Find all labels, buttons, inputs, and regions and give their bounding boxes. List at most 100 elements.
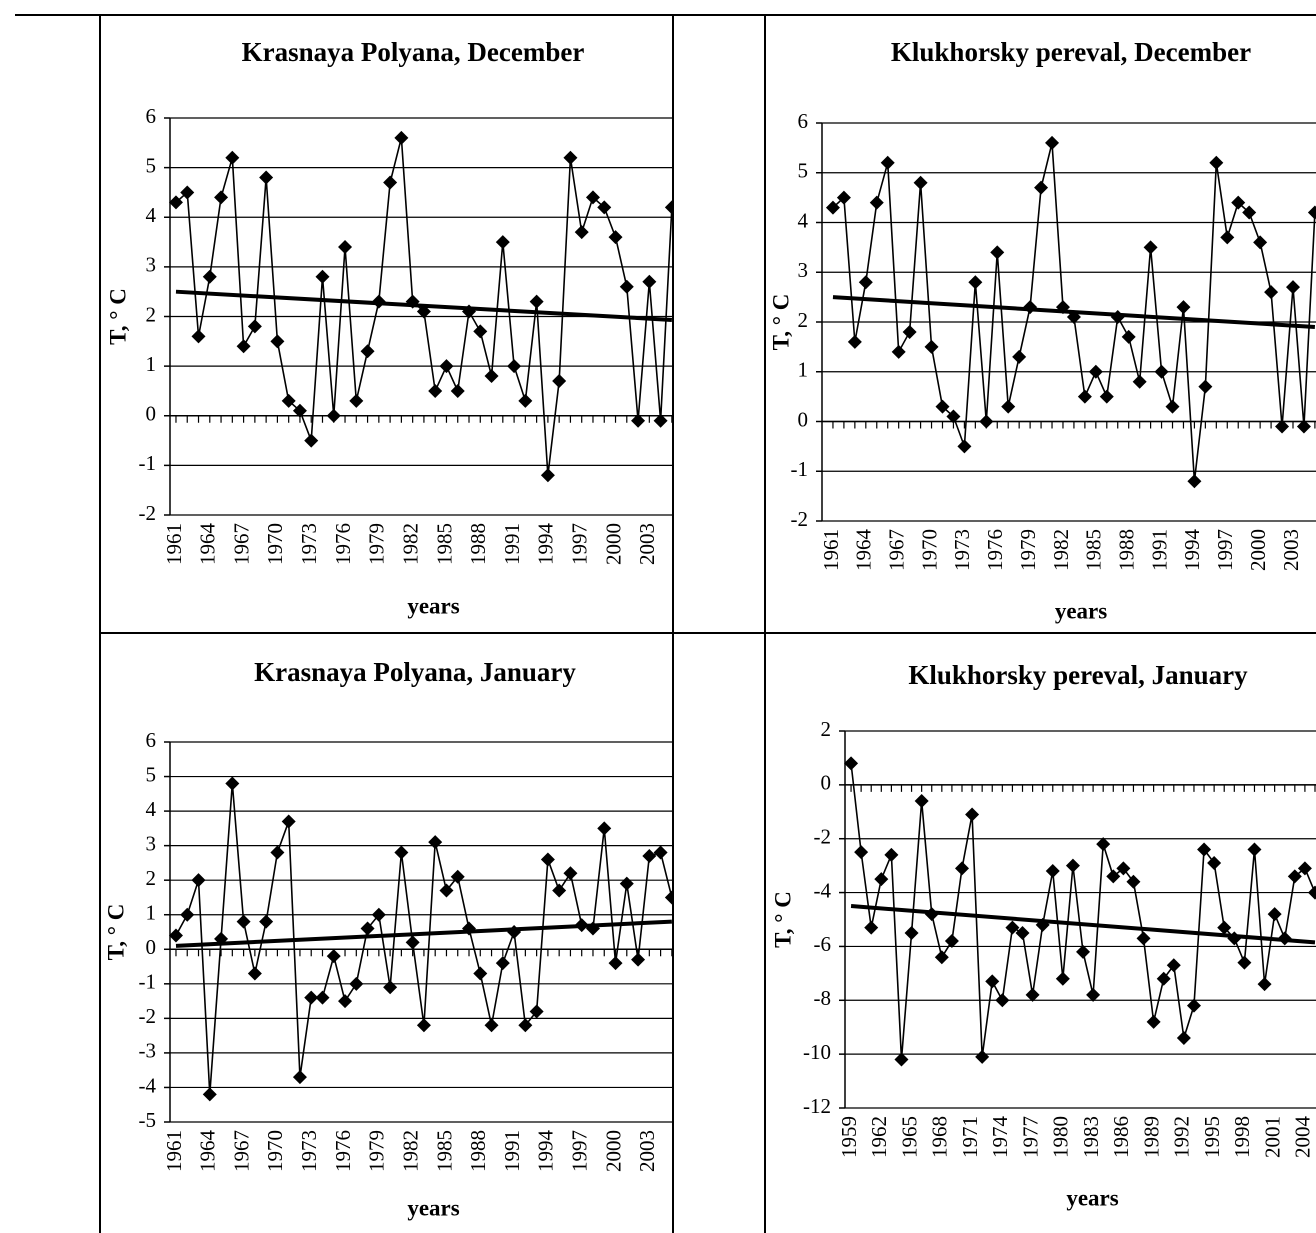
y-axis-label: T, ° C [103, 904, 128, 961]
data-point [1055, 971, 1070, 986]
data-point [552, 883, 567, 898]
x-tick-label: 1971 [958, 1116, 982, 1158]
data-point [1187, 474, 1202, 489]
data-point [439, 883, 454, 898]
y-tick-label: 5 [798, 159, 809, 183]
data-point [914, 794, 929, 809]
data-point [1045, 864, 1060, 879]
data-point [214, 190, 229, 205]
plot-area [168, 776, 673, 1102]
data-point [540, 852, 555, 867]
trend-line [850, 904, 1316, 945]
data-point [462, 304, 477, 319]
data-point [349, 976, 364, 991]
data-point [965, 807, 980, 822]
data-point [236, 914, 251, 929]
x-tick-label: 1970 [263, 1130, 287, 1172]
data-point [1257, 977, 1272, 992]
data-point [585, 921, 600, 936]
x-tick-label: 2004 [1291, 1116, 1315, 1159]
y-tick-label: 2 [798, 308, 809, 332]
data-point [1197, 842, 1212, 857]
data-point [1217, 920, 1232, 935]
data-point [847, 334, 862, 349]
data-point [891, 344, 906, 359]
y-tick-label: 0 [146, 935, 157, 959]
data-point [1297, 861, 1312, 876]
data-point [854, 845, 869, 860]
x-tick-label: 1988 [466, 523, 490, 565]
x-tick-label: 1985 [432, 1130, 456, 1172]
data-point [236, 339, 251, 354]
x-tick-label: 2003 [635, 523, 659, 565]
y-tick-label: -10 [803, 1040, 831, 1064]
y-tick-label: 1 [798, 358, 809, 382]
data-point [1307, 885, 1316, 900]
y-tick-label: 6 [146, 104, 157, 128]
data-point [191, 873, 206, 888]
x-tick-label: 1982 [398, 523, 422, 565]
x-tick-label: 1974 [988, 1116, 1012, 1159]
y-tick-label: 3 [798, 258, 809, 282]
data-point [360, 344, 375, 359]
data-point [858, 275, 873, 290]
data-point [315, 269, 330, 284]
data-point [495, 235, 510, 250]
chart: Krasnaya Polyana, December T, ° C years -2 -… [105, 37, 673, 618]
data-point [1267, 907, 1282, 922]
y-tick-label: 1 [146, 352, 157, 376]
x-tick-label: 1967 [884, 529, 908, 571]
data-point [1237, 955, 1252, 970]
y-tick-label: -1 [139, 451, 157, 475]
x-tick-label: 1979 [365, 1130, 389, 1172]
data-point [349, 393, 364, 408]
data-point [225, 150, 240, 165]
y-tick-label: 0 [798, 407, 809, 431]
y-tick-label: -2 [791, 507, 809, 531]
x-tick-label: 1967 [229, 1130, 253, 1172]
data-point [619, 279, 634, 294]
data-point [1227, 931, 1242, 946]
x-tick-label: 1991 [500, 1130, 524, 1172]
x-tick-label: 1973 [297, 1130, 321, 1172]
data-point [1076, 944, 1091, 959]
data-point [975, 1049, 990, 1064]
data-point [874, 872, 889, 887]
y-tick-label: 4 [146, 203, 157, 227]
y-tick-label: 1 [146, 901, 157, 925]
y-tick-label: 2 [146, 866, 157, 890]
data-point [518, 393, 533, 408]
data-point [1023, 300, 1038, 315]
y-tick-label: -1 [791, 457, 809, 481]
x-tick-label: 2000 [601, 523, 625, 565]
data-point [416, 1018, 431, 1033]
x-tick-label: 1997 [568, 1130, 592, 1172]
y-tick-label: -5 [139, 1108, 157, 1132]
data-point [563, 866, 578, 881]
x-tick-label: 2003 [635, 1130, 659, 1172]
x-tick-label: 1979 [365, 523, 389, 565]
y-tick-label: 0 [821, 771, 832, 795]
x-tick-label: 1997 [1213, 529, 1237, 571]
data-point [1110, 310, 1125, 325]
x-tick-label: 1964 [852, 529, 876, 572]
y-tick-label: -8 [814, 986, 832, 1010]
x-tick-label: 1977 [1018, 1116, 1042, 1158]
y-tick-label: -6 [814, 932, 832, 956]
data-point [574, 918, 589, 933]
data-point [1146, 1014, 1161, 1029]
y-axis-label: T, ° C [770, 891, 795, 948]
y-tick-label: -2 [139, 1004, 157, 1028]
x-tick-label: 1985 [1082, 529, 1106, 571]
x-tick-label: 1994 [1180, 529, 1204, 572]
x-tick-label: 1982 [1049, 529, 1073, 571]
data-point [1005, 920, 1020, 935]
data-point [1186, 998, 1201, 1013]
data-point [1220, 230, 1235, 245]
x-tick-label: 1991 [1147, 529, 1171, 571]
data-point [338, 994, 353, 1009]
data-point [664, 890, 673, 905]
data-point [1285, 280, 1300, 295]
data-point [1077, 389, 1092, 404]
data-point [507, 925, 522, 939]
